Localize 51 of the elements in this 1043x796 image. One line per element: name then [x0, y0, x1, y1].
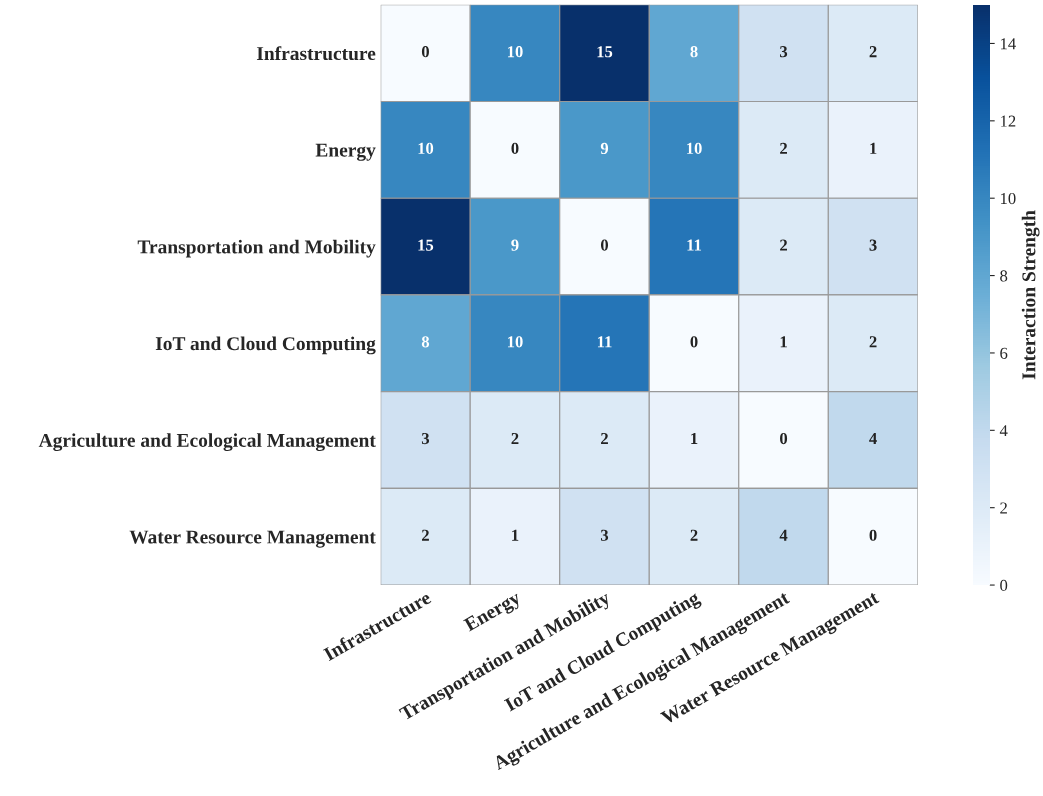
data-label: 2 [869, 336, 877, 348]
data-label: 0 [600, 239, 609, 251]
y-tick-label: IoT and Cloud Computing [155, 336, 376, 355]
color-bar-label: 2 [1000, 502, 1007, 514]
color-bar-label: 12 [1001, 115, 1016, 127]
data-label: 2 [869, 46, 877, 58]
color-bar-label: 4 [999, 425, 1008, 437]
y-tick-label: Agriculture and Ecological Management [38, 433, 376, 452]
data-label: 4 [869, 433, 877, 444]
y-tick-label: Infrastructure [256, 46, 376, 61]
y-tick-label: Energy [315, 143, 376, 161]
data-label: 11 [687, 239, 702, 251]
data-label: 10 [507, 336, 523, 348]
data-label: 0 [511, 142, 519, 155]
color-bar-label: 8 [1000, 270, 1008, 282]
data-label: 2 [780, 239, 787, 251]
data-label: 2 [601, 432, 608, 444]
data-label: 15 [418, 239, 434, 251]
data-label: 0 [690, 336, 698, 348]
y-tick-label: Transportation and Mobility [137, 239, 376, 258]
data-label: 10 [687, 142, 702, 155]
data-label: 0 [421, 46, 429, 58]
data-label: 11 [597, 336, 612, 348]
data-label: 3 [421, 432, 430, 445]
data-label: 2 [780, 142, 787, 154]
color-bar-label: 0 [1000, 579, 1008, 592]
color-bar-label: 6 [1000, 347, 1008, 359]
data-label: 1 [780, 336, 787, 348]
data-label: 2 [511, 432, 519, 444]
color-bar-title: Interaction Strength [1021, 210, 1040, 380]
data-label: 3 [600, 529, 609, 541]
data-label: 10 [507, 46, 523, 58]
color-bar-label: 14 [1001, 38, 1016, 50]
data-label: 3 [869, 239, 877, 251]
data-label: 1 [870, 142, 877, 154]
data-label: 8 [690, 46, 698, 58]
data-label: 3 [780, 46, 788, 58]
y-tick-label: Water Resource Management [129, 530, 376, 548]
data-label: 4 [779, 529, 788, 541]
data-label: 0 [780, 432, 788, 445]
data-label: 9 [511, 239, 519, 251]
data-label: 9 [600, 142, 609, 155]
data-label: 15 [597, 46, 613, 58]
color-bar-label: 10 [1001, 192, 1016, 205]
data-label: 10 [418, 142, 434, 155]
data-label: 2 [421, 529, 429, 541]
data-label: 1 [512, 529, 519, 541]
data-label: 2 [690, 529, 698, 541]
data-label: 1 [691, 432, 698, 444]
data-label: 8 [421, 336, 430, 348]
data-label: 0 [869, 529, 877, 541]
